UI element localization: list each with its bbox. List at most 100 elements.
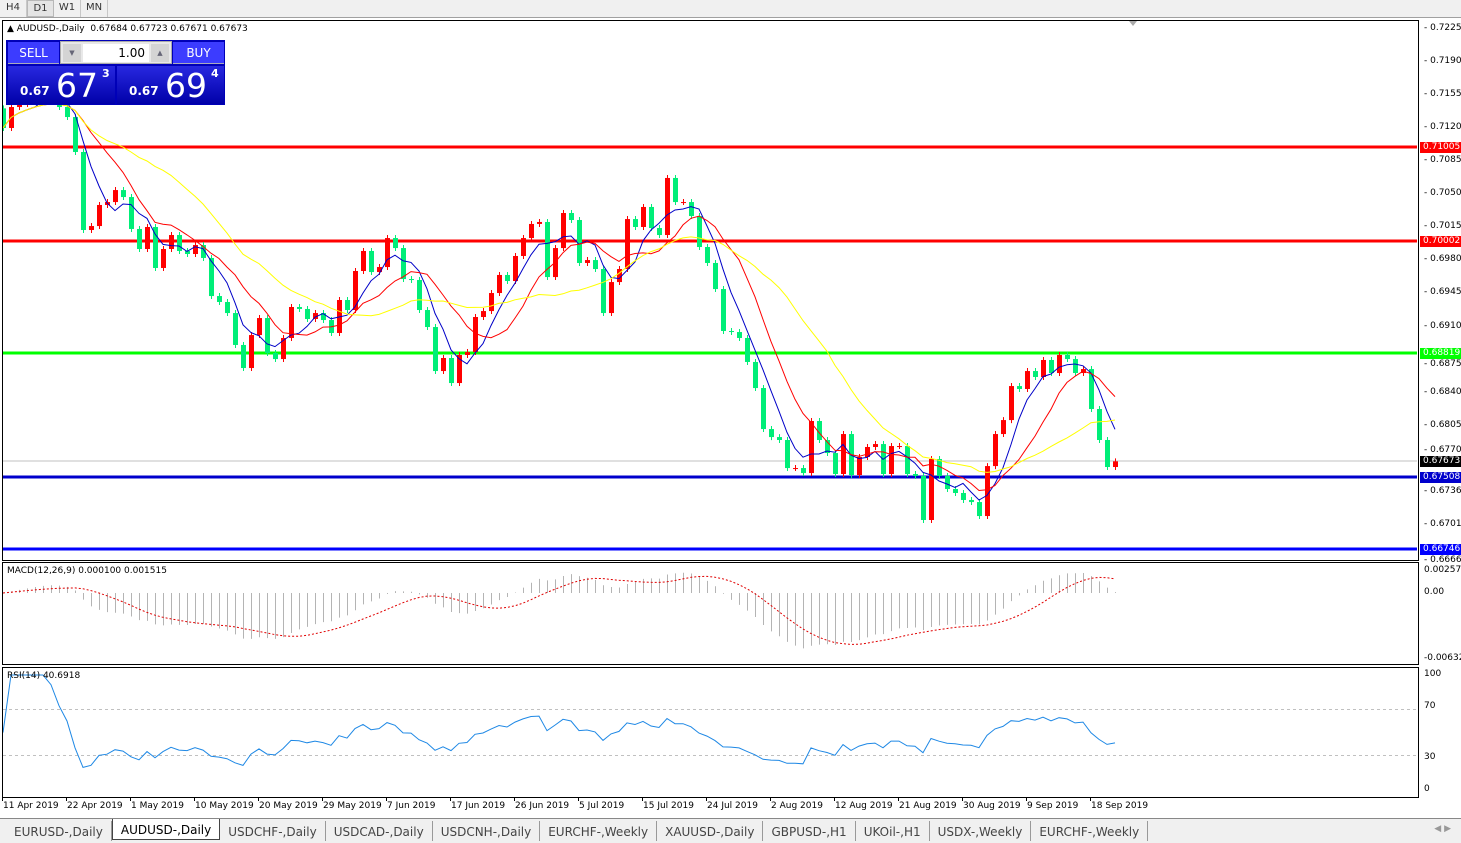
candle	[465, 352, 470, 355]
candle	[401, 248, 406, 280]
candle	[857, 456, 862, 476]
buy-button[interactable]: BUY	[173, 42, 224, 64]
candle	[1113, 461, 1118, 468]
candle	[289, 306, 294, 338]
candle	[345, 300, 350, 311]
candle	[529, 223, 534, 239]
price-axis-label: - 0.66660	[1424, 555, 1461, 565]
candle	[761, 388, 766, 430]
lot-decrease-icon[interactable]: ▼	[63, 44, 81, 62]
candle	[233, 313, 238, 345]
lot-size-stepper[interactable]: ▼ 1.00 ▲	[60, 41, 172, 64]
candle	[609, 282, 614, 314]
candle	[561, 213, 566, 249]
chart-tab[interactable]: EURUSD-,Daily	[6, 821, 112, 841]
candle	[593, 260, 598, 270]
candle	[1017, 386, 1022, 389]
candle	[73, 117, 78, 152]
candle	[137, 228, 142, 249]
level-price-label: 0.67508	[1420, 472, 1461, 483]
timeframe-w1[interactable]: W1	[54, 0, 81, 17]
chart-shift-marker[interactable]	[1129, 21, 1137, 26]
candle	[777, 437, 782, 440]
candle	[417, 279, 422, 311]
candle	[481, 311, 486, 318]
candle	[649, 206, 654, 229]
candle	[225, 301, 230, 314]
price-axis-label: - 0.68400	[1424, 386, 1461, 397]
candle	[1049, 359, 1054, 374]
level-price-label: 0.71005	[1420, 142, 1461, 153]
chart-tab[interactable]: AUDUSD-,Daily	[111, 819, 221, 840]
candle	[537, 221, 542, 224]
candle	[809, 421, 814, 474]
time-axis-label: 26 Jun 2019	[515, 801, 570, 811]
time-axis-label: 22 Apr 2019	[67, 801, 123, 811]
macd-axis-max: 0.002574	[1424, 565, 1461, 575]
candle	[169, 235, 174, 249]
ma-mid-line	[3, 103, 1116, 492]
time-axis-label: 1 May 2019	[131, 801, 184, 811]
timeframe-mn[interactable]: MN	[81, 0, 108, 17]
candle	[177, 235, 182, 251]
candle	[585, 260, 590, 263]
sell-price-fraction: 3	[102, 67, 110, 80]
candle	[657, 228, 662, 236]
time-axis-label: 9 Sep 2019	[1027, 801, 1079, 811]
candle	[769, 429, 774, 438]
tab-scroll-arrows-icon[interactable]: ◀ ▶	[1434, 824, 1451, 834]
candle	[793, 468, 798, 470]
price-axis-label: - 0.70850	[1424, 155, 1461, 166]
candle	[497, 274, 502, 294]
chart-tab[interactable]: GBPUSD-,H1	[763, 821, 856, 841]
candle	[977, 502, 982, 517]
time-axis-label: 29 May 2019	[323, 801, 382, 811]
candle	[297, 306, 302, 309]
price-axis-label: - 0.71550	[1424, 89, 1461, 100]
candle	[449, 358, 454, 384]
sell-price[interactable]: 0.67 67 3	[8, 66, 115, 104]
candle	[929, 458, 934, 521]
candle	[985, 466, 990, 517]
time-axis-label: 5 Jul 2019	[579, 801, 625, 811]
chart-tab[interactable]: USDCNH-,Daily	[433, 821, 541, 841]
chart-tab[interactable]: USDCHF-,Daily	[220, 821, 326, 841]
chart-tab[interactable]: EURCHF-,Weekly	[1031, 821, 1149, 841]
buy-price[interactable]: 0.67 69 4	[117, 66, 224, 104]
candle	[361, 250, 366, 272]
price-axis-label: - 0.68750	[1424, 359, 1461, 369]
candle	[825, 439, 830, 454]
chart-tab[interactable]: EURCHF-,Weekly	[540, 821, 658, 841]
candle	[713, 262, 718, 290]
chart-tab[interactable]: UKOil-,H1	[856, 821, 930, 841]
timeframe-h4[interactable]: H4	[0, 0, 27, 17]
lot-size-input[interactable]: 1.00	[83, 44, 149, 62]
candle	[1065, 354, 1070, 360]
candle	[3, 108, 6, 128]
candle	[1057, 354, 1062, 374]
candle	[513, 255, 518, 282]
candle	[193, 245, 198, 255]
chart-tab[interactable]: USDX-,Weekly	[930, 821, 1032, 841]
price-chart[interactable]	[0, 18, 1461, 818]
lot-increase-icon[interactable]: ▲	[151, 44, 169, 62]
candle	[913, 474, 918, 476]
candle	[601, 269, 606, 314]
candle	[945, 475, 950, 490]
candle	[937, 458, 942, 476]
candle	[1089, 369, 1094, 410]
candle	[1001, 420, 1006, 435]
candle	[257, 318, 262, 336]
candle	[729, 330, 734, 333]
chart-title: ▲ AUDUSD-,Daily 0.67684 0.67723 0.67671 …	[7, 24, 248, 34]
candle	[473, 317, 478, 353]
timeframe-d1[interactable]: D1	[27, 0, 54, 17]
candle	[633, 219, 638, 227]
chart-tab[interactable]: XAUUSD-,Daily	[657, 821, 764, 841]
chart-tab[interactable]: USDCAD-,Daily	[326, 821, 433, 841]
candle	[577, 219, 582, 263]
candle	[161, 248, 166, 268]
sell-button[interactable]: SELL	[8, 42, 59, 64]
one-click-trading-panel: SELL ▼ 1.00 ▲ BUY 0.67 67 3 0.67 69 4	[6, 40, 225, 105]
candle	[153, 226, 158, 268]
